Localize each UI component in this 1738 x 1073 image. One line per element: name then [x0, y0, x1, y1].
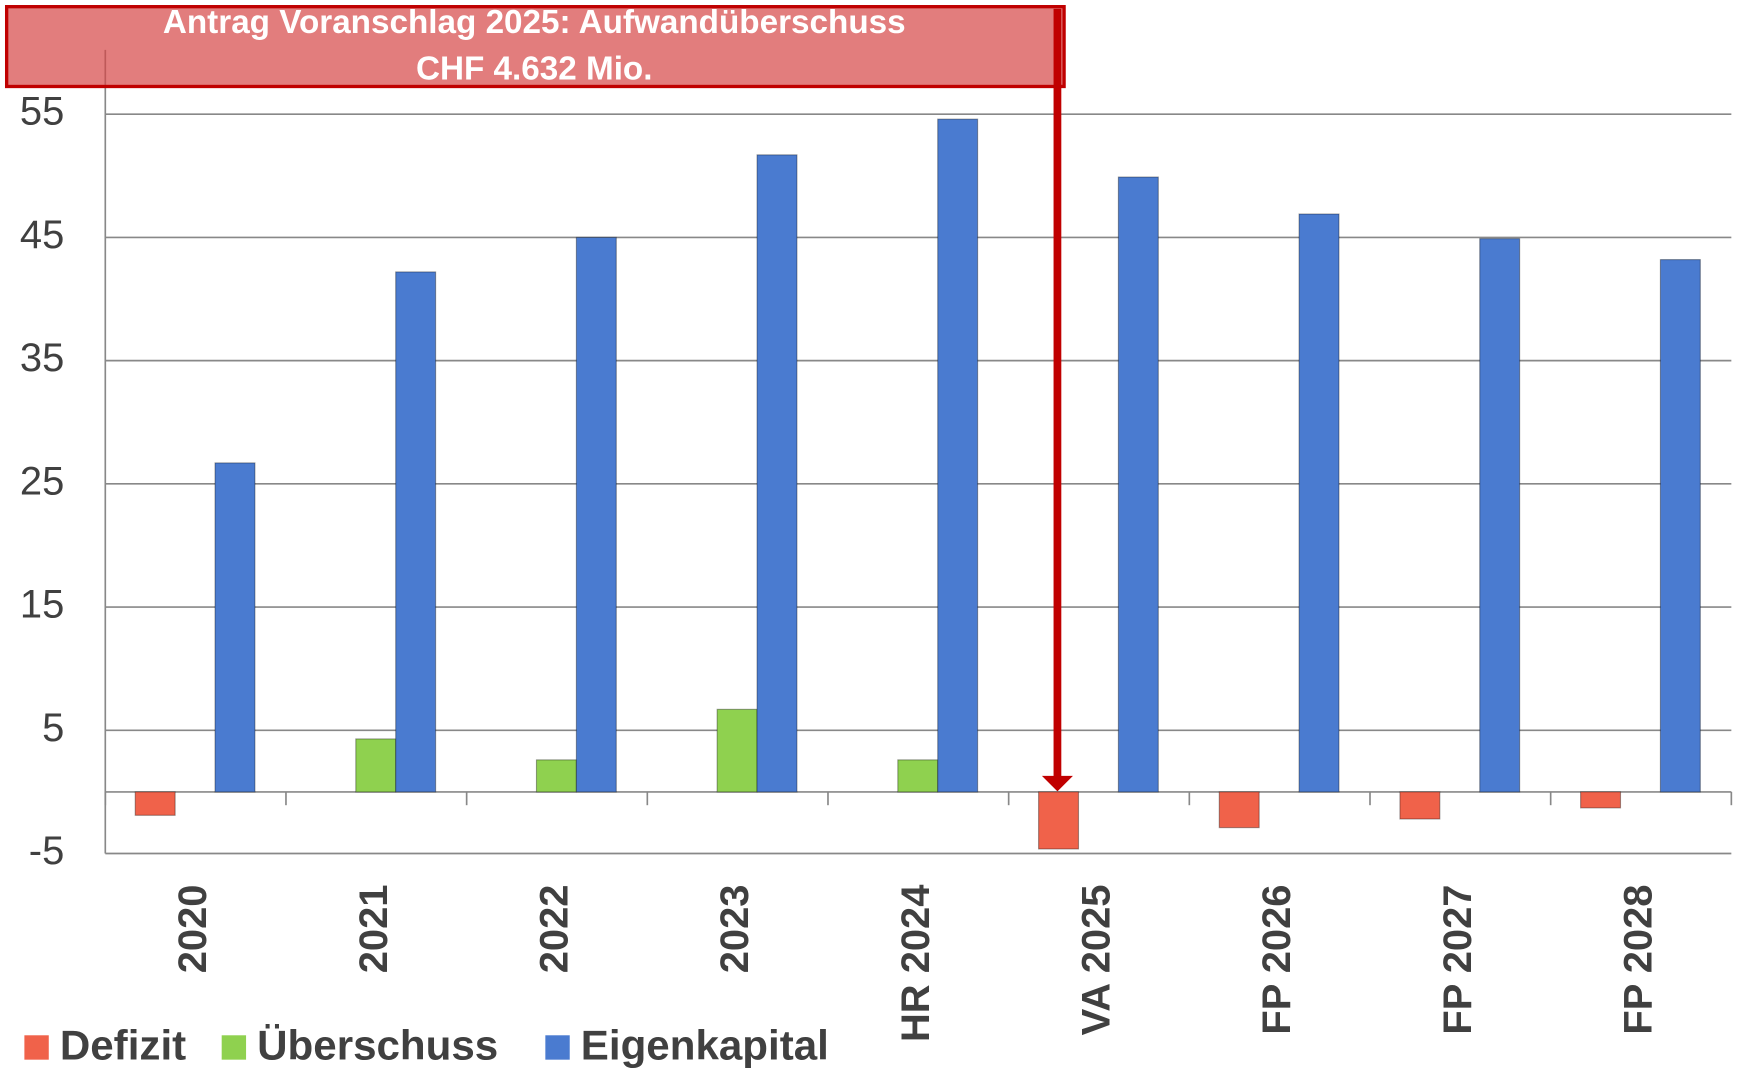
bar — [716, 708, 758, 793]
plot-area: -5 5 15 25 35 45 55 2020 2021 2022 2023 HR 2024 VA 2… — [20, 49, 1733, 1069]
y-tick-label: -5 — [29, 829, 64, 873]
bar — [756, 154, 798, 793]
bar — [355, 738, 397, 793]
bar — [575, 236, 617, 793]
x-tick-label: 2022 — [533, 885, 577, 974]
bar — [897, 759, 939, 793]
y-tick-label: 25 — [20, 459, 64, 503]
bar — [1038, 791, 1080, 850]
title-box — [4, 5, 1066, 89]
legend-swatch — [221, 1035, 247, 1060]
x-tick-label: VA 2025 — [1075, 885, 1119, 1036]
bar — [1218, 791, 1260, 829]
x-tick-label: 2020 — [171, 885, 215, 974]
bar — [395, 271, 437, 793]
legend-label: Defizit — [60, 1022, 186, 1069]
x-tick-label: FP 2026 — [1255, 885, 1299, 1035]
legend-swatch — [545, 1035, 570, 1060]
x-tick-label: 2023 — [713, 885, 757, 974]
y-tick-label: 35 — [20, 336, 64, 380]
y-tick-label: 45 — [20, 213, 64, 257]
x-tick-label: FP 2027 — [1436, 885, 1480, 1035]
bar — [1479, 238, 1521, 793]
bar — [1580, 791, 1622, 809]
bar — [1298, 213, 1340, 793]
arrow-head — [1041, 775, 1073, 792]
chart-title: CHF 4.632 Mio. — [416, 51, 653, 88]
x-tick-label: 2021 — [352, 885, 396, 974]
bar — [937, 118, 979, 793]
bar — [134, 791, 176, 816]
bar — [214, 462, 256, 793]
y-tick-label: 15 — [20, 583, 64, 627]
x-tick-label: FP 2028 — [1617, 885, 1661, 1035]
chart-title: Antrag Voranschlag 2025: Aufwandüberschu… — [163, 4, 906, 41]
legend-swatch — [24, 1035, 49, 1060]
legend-label: Eigenkapital — [581, 1022, 829, 1069]
bar — [1399, 791, 1441, 820]
y-tick-label: 5 — [42, 706, 64, 750]
legend-label: Überschuss — [257, 1022, 498, 1069]
bar — [535, 759, 577, 793]
x-tick-label: HR 2024 — [894, 885, 938, 1042]
bar — [1117, 176, 1159, 793]
bar — [1659, 259, 1701, 793]
y-tick-label: 55 — [20, 90, 64, 134]
